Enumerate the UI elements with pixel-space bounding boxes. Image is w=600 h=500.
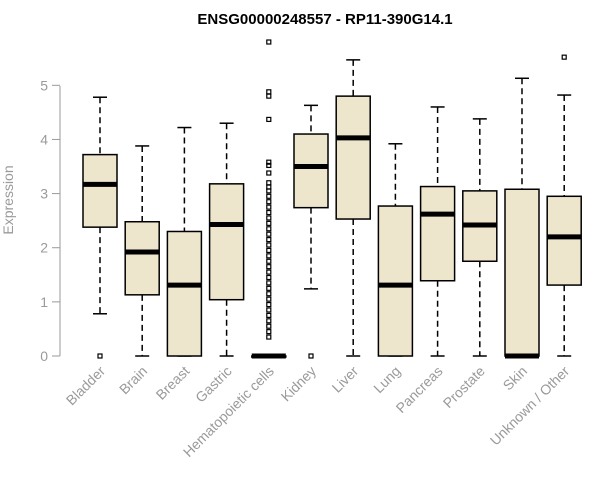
outlier-point [267,248,271,252]
box-group [547,55,581,356]
outlier-point [267,254,271,258]
outlier-point [267,94,271,98]
outlier-point [267,171,271,175]
box-group [294,105,328,358]
outlier-point [267,205,271,209]
box-iqr [294,134,328,208]
x-category-label: Bladder [63,363,109,409]
box-group [252,40,286,357]
outlier-point [267,303,271,307]
box-group [210,123,244,356]
outlier-point [267,211,271,215]
outlier-point [267,324,271,328]
y-tick-label: 0 [40,348,48,364]
box-iqr [505,189,539,356]
box-iqr [125,222,159,295]
x-category-label: Lung [370,363,403,396]
outlier-point [267,40,271,44]
box-iqr [210,184,244,300]
outlier-point [267,292,271,296]
box-series [83,40,581,358]
outlier-point [267,238,271,242]
outlier-point [267,259,271,263]
y-tick-label: 4 [40,131,48,147]
box-group [167,128,201,356]
box-iqr [83,155,117,228]
x-category-label: Brain [116,363,150,397]
outlier-point [267,181,271,185]
outlier-point [267,243,271,247]
x-category-label: Skin [500,363,531,394]
outlier-point [267,330,271,334]
outlier-point [267,117,271,121]
box-group [125,146,159,356]
outlier-point [267,286,271,290]
outlier-point [267,232,271,236]
outlier-point [267,194,271,198]
x-category-label: Breast [153,363,193,403]
box-group [463,119,497,356]
chart-title: ENSG00000248557 - RP11-390G14.1 [197,11,452,28]
y-tick-label: 2 [40,240,48,256]
outlier-point [267,308,271,312]
y-axis-ticks: 0 1 2 3 4 5 [40,77,60,364]
outlier-point [267,270,271,274]
outlier-point [309,354,313,358]
outlier-point [562,55,566,59]
box-group [378,144,412,356]
box-iqr [336,96,370,219]
outlier-point [267,90,271,94]
outlier-point [267,216,271,220]
outlier-point [98,354,102,358]
box-group [505,78,539,356]
outlier-point [267,319,271,323]
outlier-point [267,335,271,339]
outlier-point [267,200,271,204]
outlier-point [267,276,271,280]
y-tick-label: 1 [40,294,48,310]
box-group [421,107,455,356]
x-category-label: Pancreas [393,363,446,416]
y-tick-label: 5 [40,77,48,93]
box-iqr [167,231,201,356]
y-axis-label: Expression [0,165,16,234]
outlier-point [267,221,271,225]
outlier-point [267,281,271,285]
outlier-point [267,227,271,231]
outlier-point [267,265,271,269]
outlier-point [267,313,271,317]
box-iqr [421,187,455,281]
box-group [336,60,370,356]
box-iqr [378,206,412,356]
x-category-label: Kidney [278,363,320,405]
box-iqr [547,196,581,285]
box-group [83,97,117,358]
x-category-label: Liver [329,363,362,396]
x-category-label: Prostate [440,363,488,411]
x-category-label: Unknown / Other [487,363,573,449]
outlier-point [267,297,271,301]
y-tick-label: 3 [40,186,48,202]
